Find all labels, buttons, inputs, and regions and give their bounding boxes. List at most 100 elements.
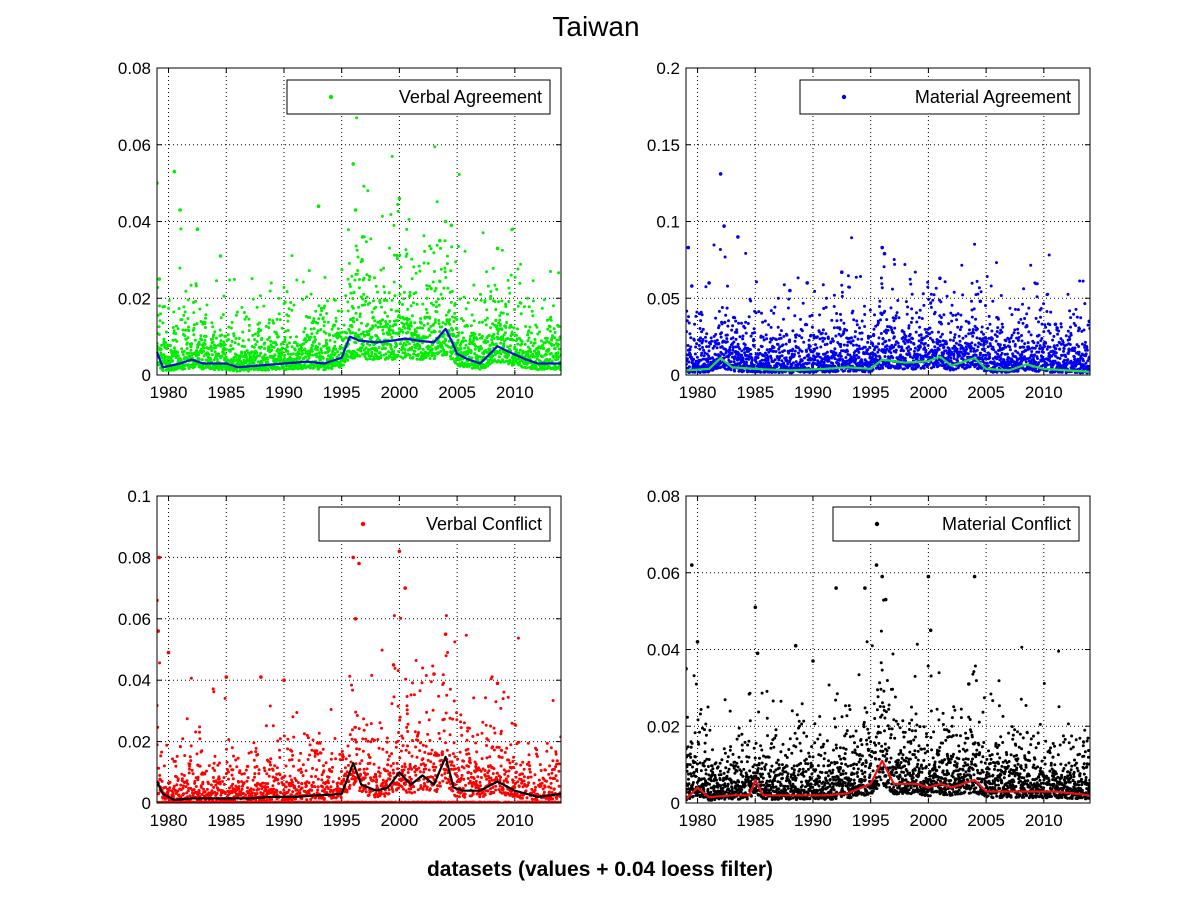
data-point (894, 314, 898, 318)
data-point (337, 353, 341, 357)
data-point (211, 340, 215, 344)
data-point (952, 339, 955, 342)
data-point (936, 361, 940, 365)
y-tick-label: 0.08 (118, 59, 151, 78)
data-point (456, 334, 460, 337)
y-tick-label: 0.15 (647, 136, 680, 155)
data-point (451, 357, 455, 361)
data-point (171, 326, 175, 329)
data-point (869, 335, 873, 339)
data-point (832, 326, 836, 330)
data-point (838, 357, 842, 361)
data-point (384, 320, 388, 323)
data-point (469, 349, 473, 353)
data-point (478, 333, 481, 336)
data-point (896, 299, 900, 302)
data-point (494, 318, 498, 322)
data-point (398, 253, 402, 257)
data-point (974, 353, 978, 357)
data-point (903, 263, 907, 266)
data-point (779, 329, 783, 333)
data-point (993, 333, 997, 337)
data-point (701, 327, 705, 331)
data-point (921, 357, 925, 361)
data-point (254, 343, 258, 346)
data-point (878, 356, 882, 360)
data-point (272, 345, 276, 349)
data-point (332, 334, 335, 338)
data-point (1001, 325, 1005, 329)
data-point (873, 313, 876, 317)
data-point (340, 309, 344, 313)
data-point (376, 336, 380, 340)
data-point (418, 344, 421, 347)
data-point (477, 321, 481, 324)
data-point (984, 353, 988, 357)
data-point (270, 348, 274, 352)
data-point (860, 337, 864, 341)
data-point (1021, 302, 1024, 306)
data-point (689, 353, 692, 357)
data-point (758, 351, 762, 355)
data-point (421, 302, 425, 306)
data-point (326, 320, 330, 324)
data-point (223, 352, 227, 356)
data-point (420, 351, 424, 355)
data-point (487, 333, 491, 337)
data-point (879, 332, 883, 335)
data-point (925, 355, 929, 359)
data-point (358, 315, 362, 318)
data-point (878, 305, 881, 308)
data-point (485, 308, 489, 312)
data-point (453, 360, 457, 364)
data-point (428, 244, 432, 248)
data-point (954, 313, 958, 317)
data-point (979, 290, 983, 294)
data-point (942, 352, 946, 355)
data-point (404, 343, 408, 347)
data-point (186, 336, 190, 340)
data-point (185, 351, 189, 355)
data-point (435, 243, 439, 247)
data-point (283, 300, 287, 304)
data-point (788, 338, 792, 342)
data-point (1023, 342, 1027, 346)
data-point (486, 284, 490, 288)
data-point (457, 331, 461, 335)
data-point (782, 317, 785, 321)
data-point (815, 346, 819, 350)
data-point (187, 351, 191, 355)
data-point (447, 329, 451, 333)
data-point (699, 310, 703, 314)
data-point (1020, 334, 1023, 337)
x-tick-label: 1980 (679, 383, 717, 402)
data-point (907, 338, 911, 342)
data-point (200, 358, 204, 362)
data-point (302, 330, 306, 334)
data-point (891, 331, 895, 335)
data-point (256, 334, 260, 338)
data-point (932, 365, 936, 369)
data-point (728, 348, 732, 352)
data-point (309, 335, 313, 339)
data-point (424, 307, 428, 311)
data-point (994, 339, 998, 343)
data-point (243, 317, 247, 321)
data-point (319, 313, 323, 317)
data-point (506, 345, 510, 349)
data-point (198, 342, 201, 346)
data-point (483, 299, 487, 302)
data-point (238, 355, 242, 359)
data-point (754, 360, 758, 364)
data-point (537, 351, 541, 355)
data-point (548, 325, 552, 329)
data-point (347, 355, 351, 359)
data-point (357, 286, 361, 290)
data-point (427, 327, 431, 331)
data-point (264, 324, 268, 328)
data-point (500, 248, 504, 252)
data-point (904, 300, 908, 304)
data-point (871, 344, 875, 347)
data-point (766, 358, 770, 362)
data-point (355, 248, 359, 252)
